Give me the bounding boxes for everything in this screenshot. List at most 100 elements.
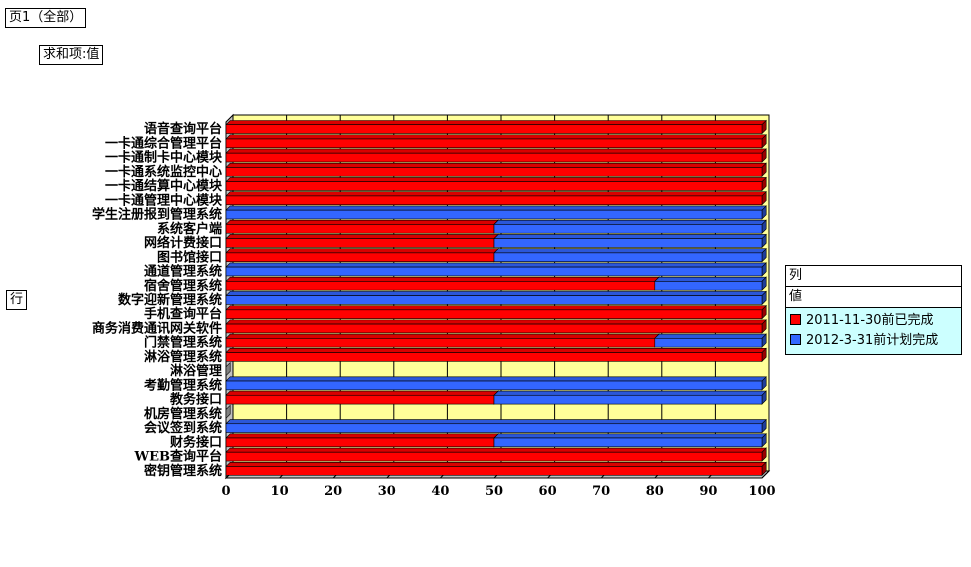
category-label: 一卡通结算中心模块 bbox=[105, 178, 223, 194]
bar-front-face bbox=[225, 352, 763, 362]
bar bbox=[225, 205, 767, 220]
bar-top-face bbox=[493, 390, 767, 396]
bar-front-face bbox=[493, 238, 763, 248]
x-tick-label: 30 bbox=[378, 484, 396, 499]
category-label: 考勤管理系统 bbox=[144, 377, 222, 393]
category-label: 一卡通制卡中心模块 bbox=[105, 150, 223, 166]
bar bbox=[493, 247, 767, 263]
bar-top-face bbox=[225, 390, 499, 396]
bar bbox=[225, 447, 767, 462]
bar bbox=[654, 276, 767, 291]
category-label: 一卡通系统监控中心 bbox=[105, 164, 222, 180]
bar bbox=[225, 290, 767, 306]
bar bbox=[225, 461, 767, 477]
bar-top-face bbox=[493, 433, 767, 439]
bar bbox=[225, 376, 767, 391]
bar bbox=[225, 347, 767, 363]
bar-front-face bbox=[225, 437, 495, 448]
bar bbox=[225, 190, 767, 206]
bar bbox=[225, 262, 767, 277]
bar-top-face bbox=[225, 319, 767, 325]
gridline-floor bbox=[761, 470, 770, 479]
bar-series bbox=[225, 119, 767, 477]
category-label: 数字迎新管理系统 bbox=[118, 292, 222, 308]
sum-field-button[interactable]: 求和项:值 bbox=[39, 45, 104, 65]
bar bbox=[225, 219, 499, 234]
page-field-button[interactable]: 页1（全部） bbox=[5, 8, 87, 28]
bar-front-face bbox=[654, 281, 763, 291]
category-label: 一卡通管理中心模块 bbox=[105, 192, 223, 208]
bar-top-face bbox=[225, 376, 767, 382]
bar-top-face bbox=[225, 234, 499, 239]
bar-top-face bbox=[225, 177, 767, 182]
category-label: 图书馆接口 bbox=[157, 249, 222, 265]
category-label: 机房管理系统 bbox=[144, 406, 222, 422]
bar-front-face bbox=[225, 124, 763, 134]
category-label: 一卡通综合管理平台 bbox=[105, 135, 222, 151]
bar-front-face bbox=[225, 281, 656, 291]
x-tick-label: 70 bbox=[592, 484, 610, 499]
category-label: 通道管理系统 bbox=[144, 264, 222, 280]
bar-top-face bbox=[654, 333, 767, 339]
bar-front-face bbox=[225, 252, 495, 262]
x-tick-label: 60 bbox=[539, 484, 557, 499]
bar-top-face bbox=[225, 333, 660, 339]
bar bbox=[225, 333, 660, 348]
x-tick-label: 40 bbox=[431, 484, 449, 499]
bar-front-face bbox=[225, 238, 495, 248]
bar-top-face bbox=[225, 461, 767, 467]
category-label: 语音查询平台 bbox=[144, 121, 222, 137]
bar-top-face bbox=[225, 419, 767, 425]
bar-front-face bbox=[654, 338, 763, 348]
category-label: 淋浴管理系统 bbox=[144, 349, 222, 365]
bar bbox=[225, 304, 767, 320]
bar bbox=[493, 390, 767, 405]
legend-value-header[interactable]: 値 bbox=[786, 287, 961, 308]
bar-top-face bbox=[225, 291, 767, 296]
bar-front-face bbox=[225, 323, 763, 334]
category-label: WEB查询平台 bbox=[134, 449, 223, 465]
bar-front-face bbox=[225, 266, 763, 277]
bar-front-face bbox=[225, 309, 763, 319]
category-label: 学生注册报到管理系统 bbox=[92, 207, 222, 223]
row-field-button[interactable]: 行 bbox=[6, 290, 28, 310]
bar bbox=[493, 219, 767, 234]
bar-front-face bbox=[225, 224, 495, 234]
bar bbox=[225, 247, 499, 263]
category-label: 系统客户端 bbox=[157, 221, 222, 237]
bar-top-face bbox=[225, 191, 767, 197]
x-tick-label: 80 bbox=[646, 484, 664, 499]
x-tick-label: 0 bbox=[221, 484, 230, 499]
legend-swatch-completed bbox=[790, 314, 801, 325]
bar-front-face bbox=[493, 224, 763, 234]
category-label: 教务接口 bbox=[169, 392, 222, 408]
bar bbox=[654, 333, 767, 348]
bar-top-face bbox=[493, 248, 767, 254]
bar bbox=[493, 433, 767, 448]
bar-top-face bbox=[225, 148, 767, 154]
value-axis-labels: 0 10 20 30 40 50 60 70 80 90 100 bbox=[221, 484, 775, 499]
x-tick-label: 100 bbox=[748, 484, 775, 499]
bar-front-face bbox=[225, 138, 763, 149]
category-label: 商务消费通讯网关软件 bbox=[92, 320, 222, 336]
x-tick-label: 50 bbox=[485, 484, 503, 499]
bar bbox=[225, 134, 767, 149]
legend-items: 2011-11-30前已完成 2012-3-31前计划完成 bbox=[786, 308, 961, 354]
legend-item-label: 2012-3-31前计划完成 bbox=[806, 333, 939, 348]
bar-top-face bbox=[225, 348, 767, 353]
bar bbox=[225, 162, 767, 177]
legend-swatch-planned bbox=[790, 334, 801, 345]
bar-top-face bbox=[225, 276, 660, 282]
bar-front-face bbox=[225, 423, 763, 433]
legend-column-header[interactable]: 列 bbox=[786, 266, 961, 287]
bar bbox=[225, 433, 499, 448]
bar-front-face bbox=[225, 338, 656, 348]
bar bbox=[225, 176, 767, 192]
bar-top-face bbox=[225, 120, 767, 126]
category-label: 会议签到系统 bbox=[144, 420, 222, 436]
bar-front-face bbox=[225, 195, 763, 206]
bar bbox=[225, 404, 231, 420]
legend: 列 値 2011-11-30前已完成 2012-3-31前计划完成 bbox=[785, 265, 962, 355]
bar-front-face bbox=[225, 380, 763, 391]
bar-front-face bbox=[493, 252, 763, 262]
